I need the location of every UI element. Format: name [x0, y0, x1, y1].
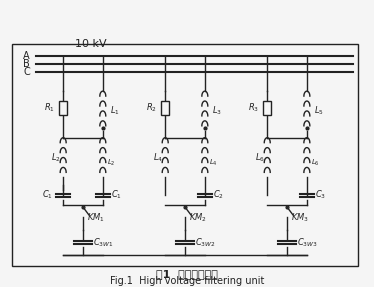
Text: 10 kV: 10 kV: [75, 38, 107, 49]
Text: $L_2$: $L_2$: [51, 151, 61, 164]
Text: $C_2$: $C_2$: [213, 189, 224, 201]
Text: C: C: [23, 67, 30, 77]
Text: $KM_3$: $KM_3$: [291, 211, 309, 224]
Text: $C_1$: $C_1$: [42, 189, 53, 201]
Text: $R_1$: $R_1$: [44, 102, 55, 114]
Text: B: B: [23, 59, 30, 69]
Text: $L_4$: $L_4$: [209, 157, 218, 168]
Text: $L_3$: $L_3$: [212, 105, 222, 117]
Bar: [263, 101, 271, 115]
Text: $L_5$: $L_5$: [314, 105, 324, 117]
Text: $C_3$: $C_3$: [315, 189, 326, 201]
Text: $C_1$: $C_1$: [111, 189, 122, 201]
Bar: [59, 101, 67, 115]
Bar: [161, 101, 169, 115]
Text: $L_1$: $L_1$: [110, 105, 120, 117]
Text: $L_6$: $L_6$: [311, 157, 319, 168]
Text: A: A: [23, 51, 30, 61]
Bar: [12, 44, 358, 266]
Text: $L_2$: $L_2$: [107, 157, 115, 168]
Text: $R_3$: $R_3$: [248, 102, 259, 114]
Text: $L_6$: $L_6$: [255, 151, 265, 164]
Text: $C_{3W3}$: $C_{3W3}$: [297, 236, 318, 249]
Text: $C_{3W1}$: $C_{3W1}$: [93, 236, 113, 249]
Text: $KM_2$: $KM_2$: [189, 211, 207, 224]
Text: $R_2$: $R_2$: [146, 102, 157, 114]
Text: Fig.1  High voltage filtering unit: Fig.1 High voltage filtering unit: [110, 276, 264, 286]
Text: $L_4$: $L_4$: [153, 151, 163, 164]
Text: 图1  高压滤波单元: 图1 高压滤波单元: [156, 269, 218, 280]
Text: $KM_1$: $KM_1$: [87, 211, 105, 224]
Text: $C_{3W2}$: $C_{3W2}$: [195, 236, 215, 249]
